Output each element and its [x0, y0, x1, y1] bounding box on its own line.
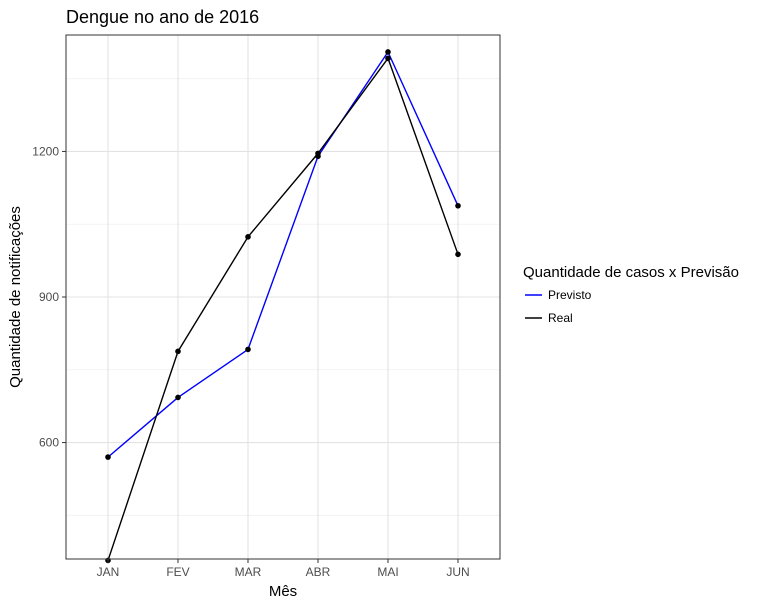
y-tick-label: 1200 [32, 144, 59, 158]
x-tick-label: ABR [306, 565, 331, 579]
legend: Quantidade de casos x Previsão Previsto R… [523, 264, 739, 325]
data-point-real [315, 150, 321, 157]
data-point-previsto [175, 394, 181, 401]
grid-major [66, 35, 500, 559]
legend-title: Quantidade de casos x Previsão [523, 264, 739, 281]
x-tick-label: MAI [377, 565, 398, 579]
y-axis: 600 900 1200 [32, 144, 66, 450]
x-tick-label: FEV [166, 565, 189, 579]
y-tick-label: 900 [39, 290, 59, 304]
y-tick-label: 600 [39, 436, 59, 450]
data-point-real [455, 251, 461, 258]
x-axis-title: Mês [269, 583, 297, 600]
data-point-real [245, 234, 251, 240]
legend-label-previsto: Previsto [548, 288, 592, 302]
chart-title: Dengue no ano de 2016 [66, 7, 259, 27]
data-point-previsto [245, 346, 251, 353]
y-axis-title: Quantidade de notificações [7, 206, 24, 388]
x-tick-label: MAR [235, 565, 262, 579]
x-tick-label: JUN [446, 565, 469, 579]
data-point-real [385, 55, 391, 62]
series-line-previsto [107, 51, 459, 458]
grid-minor [66, 78, 500, 516]
x-axis: JAN FEV MAR ABR MAI JUN [97, 559, 470, 579]
legend-label-real: Real [548, 311, 573, 325]
series-line-real [107, 57, 459, 561]
data-point-previsto [105, 454, 111, 460]
data-point-real [175, 348, 181, 355]
x-tick-label: JAN [97, 565, 120, 579]
plot-panel [65, 34, 501, 564]
data-point-previsto [455, 202, 461, 209]
data-point-previsto [385, 49, 391, 55]
series-lines [107, 51, 459, 561]
